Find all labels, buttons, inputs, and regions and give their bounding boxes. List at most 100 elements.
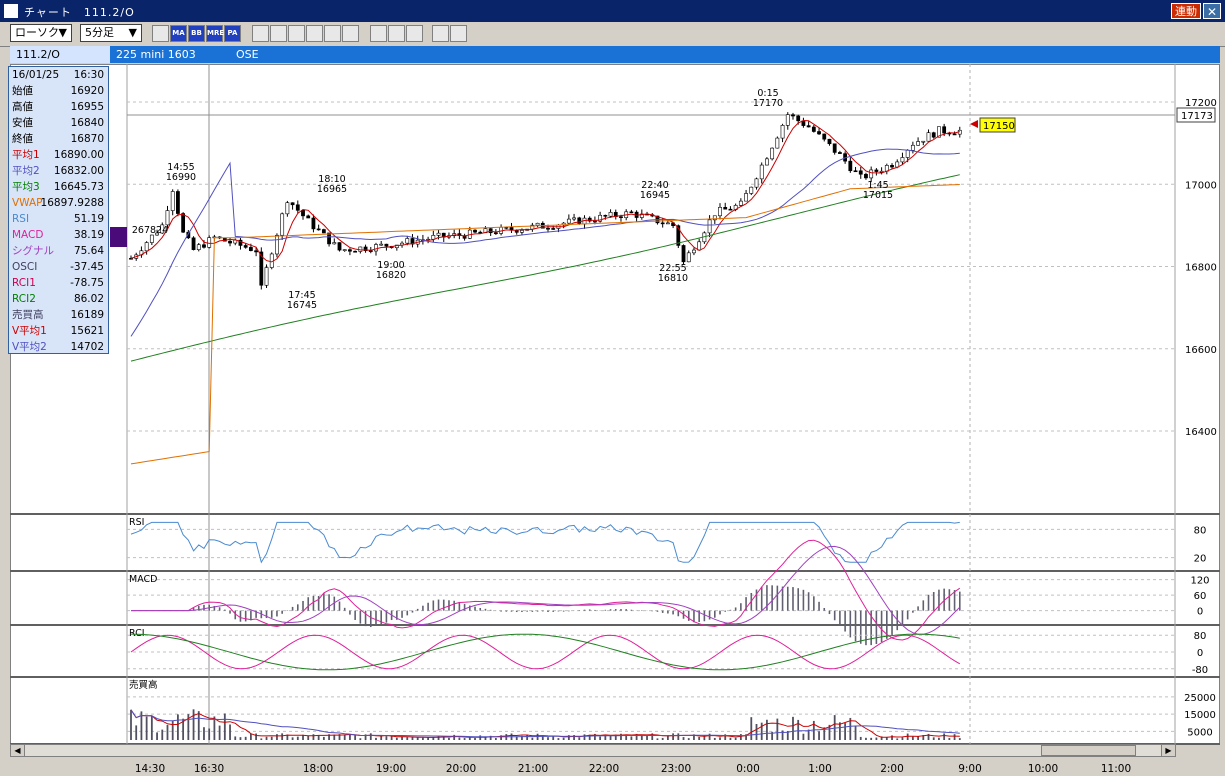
- info-value: 38.19: [73, 229, 104, 241]
- pen-icon[interactable]: [370, 25, 387, 42]
- info-key: 高値: [12, 101, 33, 113]
- info-value: -78.75: [70, 277, 104, 289]
- time-tick-label: 14:30: [134, 763, 166, 775]
- info-key: MACD: [12, 229, 44, 241]
- time-tick-label: 16:30: [193, 763, 225, 775]
- link-button[interactable]: 連動: [1171, 3, 1201, 19]
- info-value: 16955: [70, 101, 104, 113]
- info-value: 16189: [70, 309, 104, 321]
- info-row: シグナル 75.64: [9, 243, 108, 259]
- ma-icon[interactable]: MA: [170, 25, 187, 42]
- toolbar: ローソク ▼ 5分足 ▼ MA BB MRE PA: [0, 22, 1225, 47]
- time-axis: 14:30 16:30 18:00 19:00 20:00 21:00 22:00 23:00…: [0, 758, 1225, 776]
- info-key: 始値: [12, 85, 33, 97]
- time-tick-label: 20:00: [445, 763, 477, 775]
- dropdown-arrow-icon: ▼: [58, 26, 67, 39]
- data-window: 16/01/25 16:30 始値 16920 高値 16955 安値 16840 終値 16…: [8, 66, 109, 354]
- scroll-left-icon[interactable]: ◀: [11, 745, 25, 756]
- symbol-name: 225 mini 1603: [116, 48, 196, 61]
- info-row: 高値 16955: [9, 99, 108, 115]
- interval-value: 5分足: [85, 26, 114, 39]
- info-value: 16870: [70, 133, 104, 145]
- info-value: 75.64: [73, 245, 104, 257]
- info-value: 16840: [70, 117, 104, 129]
- line-chart-icon[interactable]: [252, 25, 269, 42]
- scroll-thumb[interactable]: [1041, 745, 1136, 756]
- info-key: V平均1: [12, 325, 47, 337]
- info-row: 平均3 16645.73: [9, 179, 108, 195]
- eraser-icon[interactable]: [406, 25, 423, 42]
- info-key: 平均3: [12, 181, 40, 193]
- info-row: 売買高 16189: [9, 307, 108, 323]
- info-row: RCI2 86.02: [9, 291, 108, 307]
- candle-chart-icon[interactable]: [270, 25, 287, 42]
- close-button[interactable]: ✕: [1203, 3, 1221, 19]
- time-tick-label: 23:00: [660, 763, 692, 775]
- time-tick-label: 0:00: [736, 763, 760, 775]
- info-key: VWAP: [12, 197, 43, 209]
- info-row: RCI1 -78.75: [9, 275, 108, 291]
- info-row: V平均2 14702: [9, 339, 108, 355]
- chart-type-dropdown[interactable]: ローソク ▼: [10, 24, 72, 42]
- datetime-row: 16/01/25 16:30: [9, 67, 108, 83]
- trend-lines-icon[interactable]: [342, 25, 359, 42]
- time-tick-label: 18:00: [302, 763, 334, 775]
- scroll-right-icon[interactable]: ▶: [1161, 745, 1175, 756]
- info-row: RSI 51.19: [9, 211, 108, 227]
- info-key: RSI: [12, 213, 30, 225]
- dropdown-arrow-icon: ▼: [128, 26, 137, 39]
- bb-icon[interactable]: BB: [188, 25, 205, 42]
- chart-area[interactable]: [10, 64, 1220, 744]
- info-key: V平均2: [12, 341, 47, 353]
- symbol-code: 111.2/O: [10, 46, 110, 63]
- time-tick-label: 10:00: [1027, 763, 1059, 775]
- info-key: 平均2: [12, 165, 40, 177]
- time-tick-label: 1:00: [808, 763, 832, 775]
- info-row: V平均1 15621: [9, 323, 108, 339]
- info-row: VWAP 16897.9288: [9, 195, 108, 211]
- info-value: 16832.00: [53, 165, 104, 177]
- info-row: OSCI -37.45: [9, 259, 108, 275]
- info-value: 86.02: [73, 293, 104, 305]
- info-key: シグナル: [12, 245, 54, 257]
- zoom-icon[interactable]: [306, 25, 323, 42]
- info-value: 15621: [70, 325, 104, 337]
- chart-app-icon: [4, 4, 18, 18]
- info-value: 16920: [70, 85, 104, 97]
- info-value: -37.45: [70, 261, 104, 273]
- info-row: 平均2 16832.00: [9, 163, 108, 179]
- multi-chart-icon[interactable]: [152, 25, 169, 42]
- info-value: 51.19: [73, 213, 104, 225]
- info-key: 売買高: [12, 309, 44, 321]
- time-tick-label: 19:00: [375, 763, 407, 775]
- info-key: 安値: [12, 117, 33, 129]
- info-key: RCI1: [12, 277, 36, 289]
- info-value: 16897.9288: [40, 197, 104, 209]
- info-row: 終値 16870: [9, 131, 108, 147]
- exchange-name: OSE: [236, 48, 259, 61]
- info-date: 16/01/25: [12, 69, 60, 81]
- pa-icon[interactable]: PA: [224, 25, 241, 42]
- info-key: RCI2: [12, 293, 36, 305]
- info-row: MACD 38.19: [9, 227, 108, 243]
- info-value: 16890.00: [53, 149, 104, 161]
- chart-type-value: ローソク: [15, 26, 59, 39]
- time-tick-label: 2:00: [880, 763, 904, 775]
- pointer-icon[interactable]: [388, 25, 405, 42]
- time-tick-label: 21:00: [517, 763, 549, 775]
- info-value: 16645.73: [53, 181, 104, 193]
- info-value: 14702: [70, 341, 104, 353]
- fibonacci-icon[interactable]: [450, 25, 467, 42]
- cross-cursor-icon[interactable]: [288, 25, 305, 42]
- time-tick-label: 22:00: [588, 763, 620, 775]
- horizontal-scrollbar[interactable]: ◀ ▶: [10, 744, 1176, 757]
- info-time: 16:30: [73, 69, 104, 81]
- magic-icon[interactable]: [432, 25, 449, 42]
- interval-dropdown[interactable]: 5分足 ▼: [80, 24, 142, 42]
- info-key: 平均1: [12, 149, 40, 161]
- time-tick-label: 9:00: [958, 763, 982, 775]
- mre-icon[interactable]: MRE: [206, 25, 224, 42]
- draw-lines-icon[interactable]: [324, 25, 341, 42]
- info-key: OSCI: [12, 261, 38, 273]
- info-row: 安値 16840: [9, 115, 108, 131]
